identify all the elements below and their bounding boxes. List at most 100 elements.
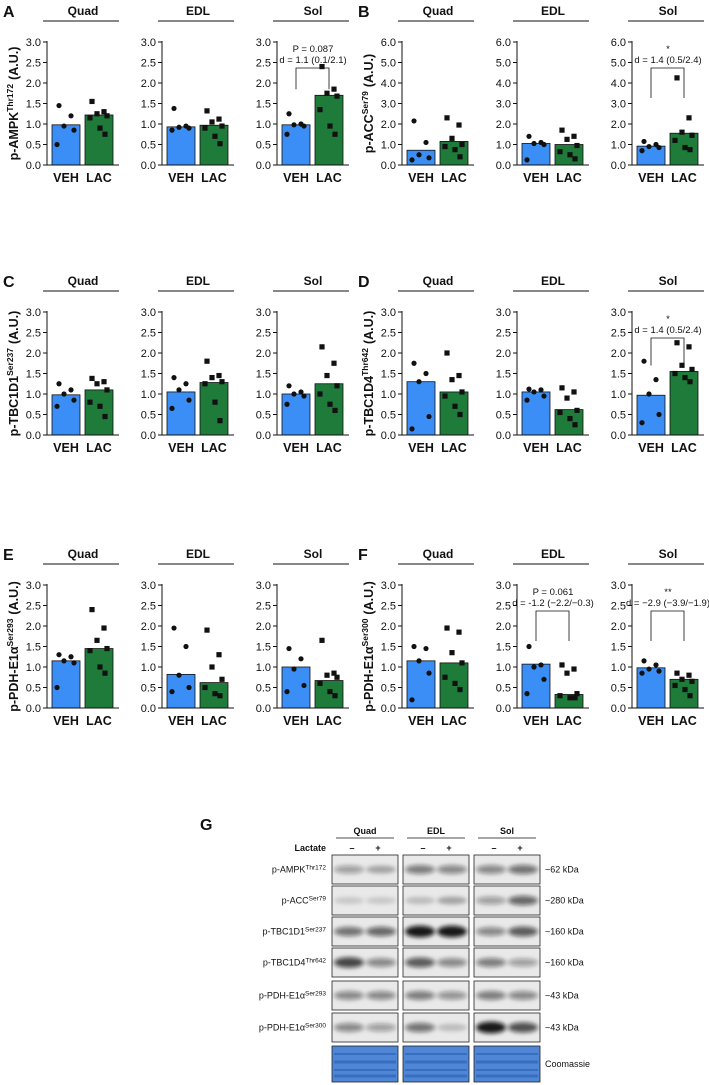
data-point bbox=[97, 125, 103, 131]
data-point bbox=[286, 645, 292, 652]
y-tick-label: 2.0 bbox=[141, 621, 156, 633]
panel-label: C bbox=[3, 274, 15, 291]
data-point bbox=[317, 107, 323, 113]
y-tick-label: 1.0 bbox=[496, 140, 511, 152]
blot-band bbox=[437, 991, 467, 1000]
data-point bbox=[209, 119, 215, 125]
blot-band bbox=[366, 1023, 396, 1032]
data-point bbox=[531, 140, 537, 147]
data-point bbox=[641, 138, 647, 145]
y-axis-label: p-TBC1D4Thr642 (A.U.) bbox=[360, 311, 376, 437]
y-axis-label-sup: Ser293 bbox=[5, 618, 15, 646]
blot-band bbox=[508, 991, 538, 1000]
y-tick-label: 0.5 bbox=[141, 140, 156, 152]
y-axis-label-name: p-AMPK bbox=[7, 112, 21, 161]
data-point bbox=[442, 393, 448, 399]
y-axis-label-sup: Ser79 bbox=[360, 91, 370, 114]
x-tick-label: LAC bbox=[86, 714, 112, 728]
data-point bbox=[646, 666, 652, 672]
y-tick-label: 2.5 bbox=[496, 601, 511, 613]
blot-band bbox=[437, 958, 467, 967]
subplot-title: Quad bbox=[423, 4, 454, 18]
blot-group: Quad bbox=[353, 826, 376, 836]
panel-label: E bbox=[3, 547, 14, 564]
subplot-title: Sol bbox=[659, 274, 678, 288]
data-point bbox=[219, 379, 225, 385]
y-tick-label: 3.0 bbox=[496, 99, 511, 111]
x-tick-label: LAC bbox=[201, 171, 227, 185]
blot-size: ~62 kDa bbox=[545, 865, 579, 875]
data-point bbox=[557, 409, 563, 416]
blot-band bbox=[366, 926, 396, 937]
y-tick-label: 0.5 bbox=[26, 140, 41, 152]
data-point bbox=[449, 377, 455, 383]
data-point bbox=[104, 645, 110, 652]
data-point bbox=[411, 118, 417, 124]
data-point bbox=[327, 401, 333, 407]
y-tick-label: 0.5 bbox=[256, 140, 271, 152]
y-tick-label: 3.0 bbox=[496, 307, 511, 319]
x-tick-label: VEH bbox=[53, 171, 79, 185]
data-point bbox=[54, 684, 60, 691]
data-point bbox=[183, 643, 189, 650]
data-point bbox=[452, 680, 458, 686]
data-point bbox=[689, 678, 695, 684]
x-tick-label: VEH bbox=[168, 714, 194, 728]
data-point bbox=[334, 93, 340, 99]
blot-row-name: p-TBC1D1 bbox=[263, 927, 306, 937]
y-axis-label: p-PDH-E1αSer300 (A.U.) bbox=[360, 581, 376, 712]
blot-band bbox=[405, 991, 435, 1000]
data-point bbox=[641, 358, 647, 364]
blot-level: + bbox=[375, 843, 380, 853]
blot-band bbox=[334, 991, 364, 1000]
data-point bbox=[327, 123, 333, 129]
bar bbox=[84, 648, 114, 709]
x-tick-label: VEH bbox=[283, 714, 309, 728]
blot-band bbox=[334, 1023, 364, 1032]
data-point bbox=[526, 643, 532, 650]
y-tick-label: 1.5 bbox=[141, 369, 156, 381]
data-point bbox=[442, 143, 448, 150]
data-point bbox=[104, 113, 110, 119]
y-tick-label: 2.0 bbox=[496, 119, 511, 131]
data-point bbox=[639, 148, 645, 154]
data-point bbox=[449, 135, 455, 141]
data-point bbox=[426, 155, 432, 161]
data-point bbox=[332, 407, 338, 413]
y-tick-label: 3.0 bbox=[26, 580, 41, 592]
subplot-title: EDL bbox=[186, 547, 210, 561]
data-point bbox=[689, 132, 695, 138]
y-tick-label: 3.0 bbox=[496, 580, 511, 592]
x-tick-label: VEH bbox=[283, 171, 309, 185]
data-point bbox=[68, 654, 74, 660]
y-tick-label: 3.0 bbox=[256, 37, 271, 49]
data-point bbox=[169, 405, 175, 411]
y-tick-label: 2.0 bbox=[496, 348, 511, 360]
significance-bracket bbox=[295, 67, 330, 90]
y-tick-label: 2.0 bbox=[496, 621, 511, 633]
data-point bbox=[538, 387, 544, 393]
y-tick-label: 1.5 bbox=[611, 369, 626, 381]
blot-size: ~43 kDa bbox=[545, 1023, 579, 1033]
y-tick-label: 3.0 bbox=[381, 307, 396, 319]
y-tick-label: 2.0 bbox=[26, 348, 41, 360]
y-tick-label: 1.0 bbox=[496, 662, 511, 674]
data-point bbox=[54, 403, 60, 409]
data-point bbox=[327, 689, 333, 695]
y-tick-label: 1.0 bbox=[611, 389, 626, 401]
data-point bbox=[564, 395, 570, 401]
annotation: d = 1.1 (0.1/2.1) bbox=[279, 55, 346, 66]
data-point bbox=[674, 340, 680, 346]
blot-size: ~160 kDa bbox=[545, 958, 584, 968]
annotation: d = 1.4 (0.5/2.4) bbox=[634, 325, 701, 336]
y-tick-label: 0.0 bbox=[141, 430, 156, 442]
x-tick-label: LAC bbox=[671, 714, 697, 728]
data-point bbox=[71, 127, 77, 133]
blot-level: – bbox=[349, 843, 354, 853]
significance-bracket bbox=[650, 610, 685, 641]
y-axis-label-sup: Thr642 bbox=[360, 348, 370, 376]
data-point bbox=[56, 102, 62, 109]
subplot-title: Quad bbox=[68, 274, 99, 288]
data-point bbox=[324, 672, 330, 678]
data-point bbox=[169, 127, 175, 133]
